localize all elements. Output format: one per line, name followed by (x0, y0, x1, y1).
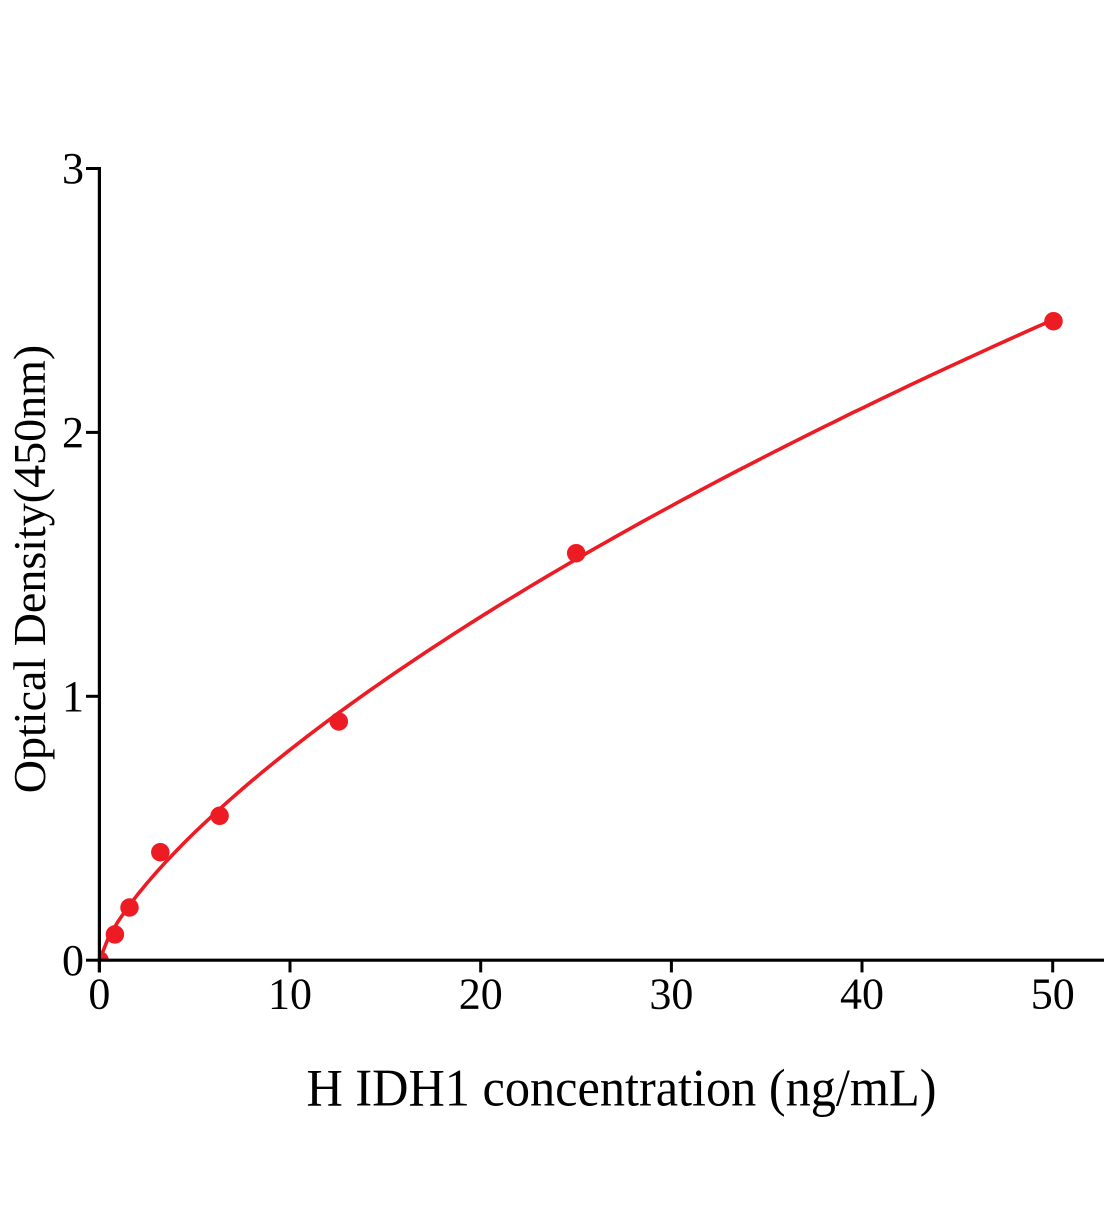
svg-text:50: 50 (1031, 970, 1075, 1019)
svg-text:2: 2 (62, 408, 84, 457)
svg-text:40: 40 (840, 970, 884, 1019)
svg-text:Optical Density(450nm): Optical Density(450nm) (4, 345, 55, 793)
svg-text:0: 0 (88, 970, 110, 1019)
svg-text:20: 20 (459, 970, 503, 1019)
svg-text:0: 0 (62, 936, 84, 985)
svg-text:10: 10 (268, 970, 312, 1019)
svg-text:H IDH1 concentration (ng/mL): H IDH1 concentration (ng/mL) (307, 1060, 937, 1118)
svg-text:30: 30 (649, 970, 693, 1019)
svg-text:3: 3 (62, 144, 84, 193)
svg-text:1: 1 (62, 672, 84, 721)
